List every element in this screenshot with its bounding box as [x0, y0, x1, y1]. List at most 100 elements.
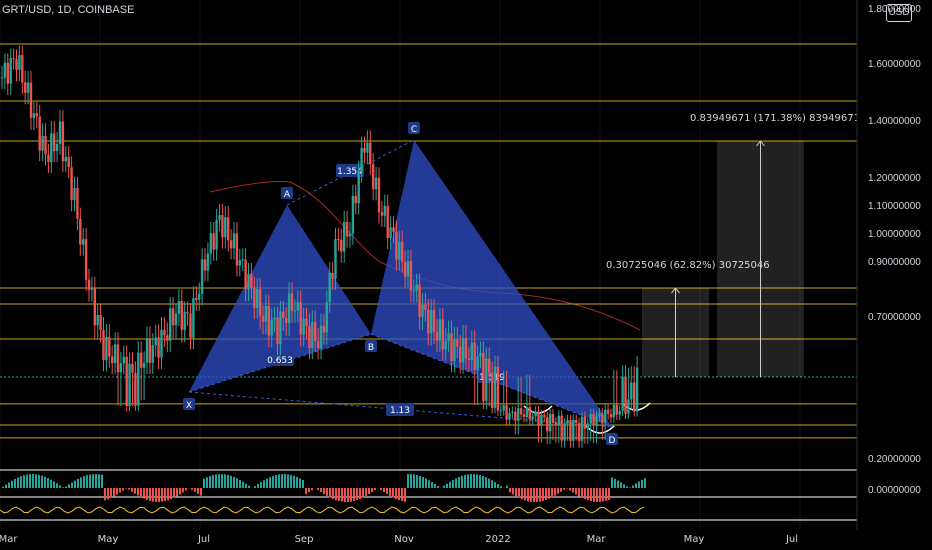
candle-body: [511, 411, 514, 413]
histogram-bar: [185, 488, 187, 491]
histogram-bar: [593, 488, 595, 502]
histogram-bar: [434, 483, 436, 488]
candle-body: [398, 241, 401, 260]
histogram-bar: [122, 488, 124, 491]
candle-body: [177, 301, 181, 314]
histogram-bar: [413, 474, 415, 488]
histogram-bar: [254, 486, 256, 488]
histogram-bar: [386, 488, 388, 495]
candle-body: [612, 404, 616, 418]
candle-body: [444, 340, 447, 350]
histogram-bar: [461, 475, 463, 488]
candle-body: [537, 411, 540, 425]
candle-body: [183, 312, 186, 330]
histogram-bar: [35, 474, 37, 488]
histogram-bar: [623, 484, 625, 488]
candle-body: [514, 411, 517, 421]
candle-body: [32, 113, 36, 118]
histogram-bar: [281, 474, 283, 488]
point-bg: [281, 187, 293, 199]
candle-body: [61, 121, 65, 162]
candle-body: [84, 239, 88, 280]
candle-body: [395, 231, 398, 260]
histogram-bar: [23, 475, 25, 488]
histogram-bar: [152, 488, 154, 502]
histogram-bar: [92, 474, 94, 488]
candle-body: [441, 319, 444, 350]
ratio-label: 1.13: [390, 406, 410, 416]
histogram-bar: [194, 488, 196, 492]
histogram-bar: [401, 488, 403, 502]
histogram-bar: [407, 474, 409, 488]
y-tick-label: 1.60000000: [868, 59, 921, 70]
candle-body: [380, 212, 384, 216]
histogram-bar: [611, 477, 613, 488]
candle-body: [224, 217, 227, 238]
histogram-bar: [353, 488, 355, 502]
histogram-bar: [161, 488, 163, 502]
histogram-bar: [626, 486, 628, 488]
candle-body: [218, 215, 221, 221]
candle-body: [360, 147, 363, 172]
histogram-bar: [65, 486, 67, 488]
currency-button[interactable]: USD: [886, 4, 912, 22]
candle-body: [601, 413, 604, 423]
histogram-bar: [77, 478, 79, 488]
candle-body: [319, 325, 323, 348]
histogram-bar: [20, 476, 22, 488]
candle-body: [229, 240, 233, 249]
candle-body: [499, 410, 502, 412]
candle-body: [348, 233, 352, 237]
axis-bg: [857, 0, 932, 530]
x-tick-label: May: [684, 534, 705, 545]
histogram-bar: [542, 488, 544, 501]
candle-body: [215, 220, 218, 250]
candle-body: [331, 273, 334, 279]
histogram-bar: [356, 488, 358, 501]
candle-body: [70, 167, 73, 201]
candle-body: [26, 82, 30, 93]
histogram-bar: [173, 488, 175, 498]
histogram-bar: [29, 474, 31, 488]
y-tick-label: 1.80000000: [868, 4, 921, 15]
histogram-bar: [365, 488, 367, 496]
histogram-bar: [431, 482, 433, 488]
histogram-bar: [149, 488, 151, 501]
candle-body: [421, 304, 424, 317]
histogram-bar: [86, 475, 88, 488]
candle-body: [374, 177, 378, 190]
histogram-bar: [62, 487, 64, 488]
candle-body: [427, 309, 430, 334]
candle-body: [464, 337, 468, 359]
candle-body: [276, 317, 279, 345]
candle-body: [635, 367, 639, 412]
candle-body: [447, 333, 450, 341]
histogram-bar: [71, 482, 73, 488]
candle-body: [134, 372, 137, 406]
candle-body: [90, 287, 94, 290]
candle-body: [505, 405, 508, 420]
candle-body: [38, 116, 41, 151]
histogram-bar: [347, 488, 349, 502]
candle-body: [392, 227, 395, 232]
candle-body: [377, 177, 381, 213]
candle-body: [351, 195, 355, 234]
histogram-bar: [581, 488, 583, 498]
y-tick-label: 1.20000000: [868, 173, 921, 184]
candle-body: [432, 310, 436, 332]
candle-body: [232, 233, 236, 249]
candle-body: [476, 356, 479, 370]
histogram-bar: [44, 476, 46, 488]
point-label: C: [411, 125, 417, 135]
candle-body: [316, 341, 320, 348]
pattern-xab: [189, 205, 371, 392]
histogram-bar: [95, 474, 97, 488]
histogram-bar: [452, 479, 454, 488]
histogram-bar: [266, 478, 268, 488]
candle-body: [258, 289, 262, 316]
candle-body: [386, 205, 389, 239]
histogram-bar: [599, 488, 601, 502]
histogram-bar: [110, 488, 112, 498]
histogram-bar: [317, 488, 319, 490]
